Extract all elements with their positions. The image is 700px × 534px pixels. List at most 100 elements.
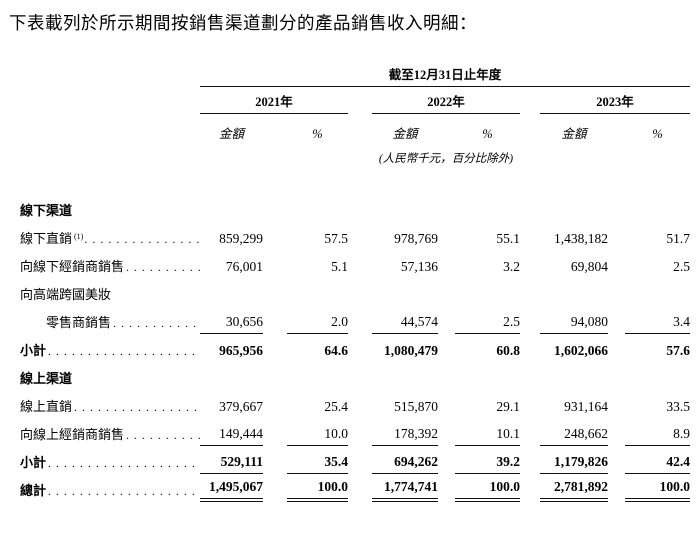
table-row: 線下直銷(1) 859,299 57.5 978,769 55.1 1,438,… bbox=[20, 222, 690, 250]
cell-amount-2021 bbox=[200, 387, 263, 390]
cell-amount-2023: 931,164 bbox=[564, 399, 608, 414]
amount-header-2021: 金額 bbox=[218, 127, 244, 141]
year-header-2021: 2021年 bbox=[200, 91, 348, 114]
cell-percent-2021 bbox=[287, 387, 348, 390]
row-label: 線下直銷 (1) bbox=[20, 228, 200, 250]
row-label: 向線上經銷商銷售 bbox=[20, 424, 200, 446]
cell-amount-2023: 1,438,182 bbox=[554, 231, 608, 246]
table-row: 總計 1,495,067 100.0 1,774,741 100.0 2,781… bbox=[20, 474, 690, 502]
cell-percent-2023: 42.4 bbox=[625, 454, 690, 474]
percent-header-2021: % bbox=[312, 127, 323, 141]
cell-percent-2021: 57.5 bbox=[324, 231, 348, 246]
cell-amount-2021: 529,111 bbox=[200, 454, 263, 474]
section-header-row: 線下渠道 bbox=[20, 194, 690, 222]
row-label: 小計 bbox=[20, 452, 200, 474]
cell-amount-2021: 1,495,067 bbox=[200, 479, 263, 502]
cell-amount-2022: 57,136 bbox=[400, 259, 438, 274]
page-title: 下表載列於所示期間按銷售渠道劃分的產品銷售收入明細： bbox=[9, 13, 477, 33]
cell-amount-2023 bbox=[540, 303, 608, 306]
cell-amount-2022: 978,769 bbox=[394, 231, 438, 246]
table-row: 小計 529,111 35.4 694,262 39.2 1,179,826 4… bbox=[20, 446, 690, 474]
cell-amount-2022: 1,080,479 bbox=[384, 343, 438, 358]
cell-percent-2023: 8.9 bbox=[625, 426, 690, 446]
cell-percent-2022: 39.2 bbox=[455, 454, 520, 474]
cell-amount-2021 bbox=[200, 219, 263, 222]
cell-percent-2021: 5.1 bbox=[331, 259, 348, 274]
revenue-by-channel-table: 截至12月31日止年度 2021年 2022年 2023年 金額 % 金額 % … bbox=[20, 36, 690, 502]
table-row: 線上直銷 379,667 25.4 515,870 29.1 931,164 3… bbox=[20, 390, 690, 418]
cell-amount-2023: 1,602,066 bbox=[554, 343, 608, 358]
cell-percent-2022: 10.1 bbox=[455, 426, 520, 446]
cell-amount-2023: 69,804 bbox=[570, 259, 608, 274]
row-label-text: 線下直銷 bbox=[20, 231, 73, 246]
dot-leader bbox=[84, 232, 200, 247]
amount-header-2023: 金額 bbox=[561, 127, 587, 141]
percent-header-2023: % bbox=[652, 127, 663, 141]
cell-amount-2022: 44,574 bbox=[372, 314, 438, 334]
cell-amount-2022 bbox=[372, 303, 438, 306]
cell-percent-2022: 29.1 bbox=[496, 399, 520, 414]
cell-percent-2023: 2.5 bbox=[673, 259, 690, 274]
cell-amount-2022 bbox=[372, 387, 438, 390]
cell-percent-2022 bbox=[455, 219, 520, 222]
cell-amount-2021: 965,956 bbox=[219, 343, 263, 358]
cell-amount-2021: 379,667 bbox=[219, 399, 263, 414]
cell-percent-2023 bbox=[625, 387, 690, 390]
period-header-row: 截至12月31日止年度 bbox=[20, 64, 690, 87]
row-label: 線上直銷 bbox=[20, 396, 200, 418]
cell-percent-2023: 33.5 bbox=[666, 399, 690, 414]
cell-percent-2021: 35.4 bbox=[287, 454, 348, 474]
row-label-text: 向線下經銷商銷售 bbox=[20, 259, 125, 274]
dot-leader bbox=[126, 428, 200, 443]
period-header: 截至12月31日止年度 bbox=[200, 64, 690, 87]
cell-amount-2022 bbox=[372, 219, 438, 222]
cell-percent-2021: 2.0 bbox=[287, 314, 348, 334]
dot-leader bbox=[74, 400, 200, 415]
table-row: 小計 965,956 64.6 1,080,479 60.8 1,602,066… bbox=[20, 334, 690, 362]
cell-percent-2021: 10.0 bbox=[287, 426, 348, 446]
cell-percent-2022 bbox=[455, 303, 520, 306]
dot-leader bbox=[48, 484, 200, 499]
row-label: 線上渠道 bbox=[20, 368, 200, 390]
row-label-text: 小計 bbox=[20, 343, 47, 358]
cell-percent-2023: 57.6 bbox=[666, 343, 690, 358]
row-label: 小計 bbox=[20, 340, 200, 362]
cell-percent-2021: 25.4 bbox=[324, 399, 348, 414]
row-label-text: 向線上經銷商銷售 bbox=[20, 427, 125, 442]
cell-percent-2022: 60.8 bbox=[496, 343, 520, 358]
cell-percent-2021: 100.0 bbox=[287, 479, 348, 502]
row-label-text: 零售商銷售 bbox=[46, 315, 112, 330]
row-label: 向線下經銷商銷售 bbox=[20, 256, 200, 278]
unit-note-row: (人民幣千元，百分比除外) bbox=[20, 144, 690, 168]
row-label: 線下渠道 bbox=[20, 200, 200, 222]
cell-amount-2023: 248,662 bbox=[540, 426, 608, 446]
cell-amount-2023: 2,781,892 bbox=[540, 479, 608, 502]
row-label-text: 線上渠道 bbox=[20, 371, 73, 386]
cell-percent-2023 bbox=[625, 303, 690, 306]
dot-leader bbox=[126, 260, 200, 275]
year-header-2023: 2023年 bbox=[540, 91, 690, 114]
amount-header-2022: 金額 bbox=[392, 127, 418, 141]
cell-amount-2023 bbox=[540, 387, 608, 390]
dot-leader bbox=[113, 316, 200, 331]
year-header-row: 2021年 2022年 2023年 bbox=[20, 84, 690, 114]
table-body: 線下渠道 線下直銷(1) 859,299 57.5 978,769 55.1 1… bbox=[20, 194, 690, 502]
footnote-marker: (1) bbox=[74, 232, 84, 241]
cell-amount-2021 bbox=[200, 303, 263, 306]
row-label: 零售商銷售 bbox=[20, 312, 200, 334]
cell-percent-2021 bbox=[287, 219, 348, 222]
table-row: 零售商銷售 30,656 2.0 44,574 2.5 94,080 3.4 bbox=[20, 306, 690, 334]
cell-amount-2021: 149,444 bbox=[200, 426, 263, 446]
cell-amount-2022: 178,392 bbox=[372, 426, 438, 446]
cell-amount-2021: 30,656 bbox=[200, 314, 263, 334]
column-header-row: 金額 % 金額 % 金額 % bbox=[20, 114, 690, 144]
cell-amount-2021: 859,299 bbox=[219, 231, 263, 246]
percent-header-2022: % bbox=[482, 127, 493, 141]
row-label-text: 線下渠道 bbox=[20, 203, 73, 218]
section-header-row: 線上渠道 bbox=[20, 362, 690, 390]
cell-amount-2023 bbox=[540, 219, 608, 222]
row-label-text: 向高端跨國美妝 bbox=[20, 287, 112, 302]
cell-percent-2023: 100.0 bbox=[625, 479, 690, 502]
row-label-text: 總計 bbox=[20, 483, 47, 498]
